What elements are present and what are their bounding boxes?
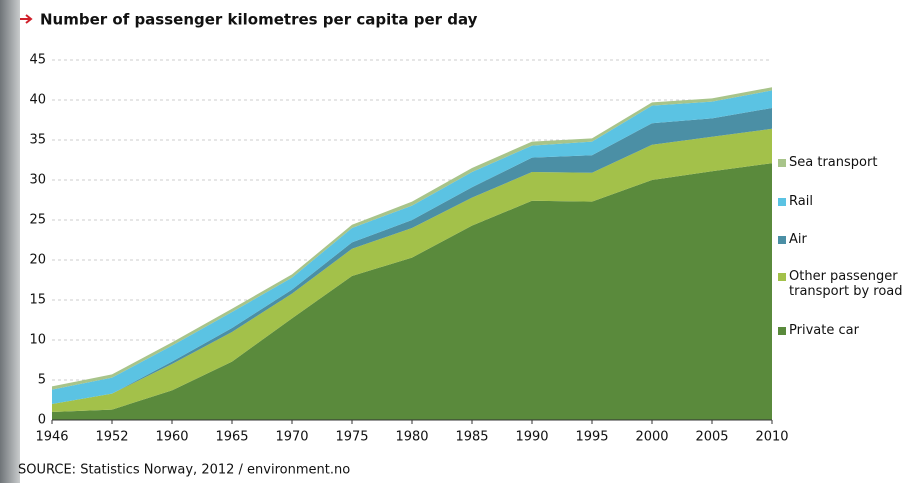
y-tick-label: 20 (29, 253, 46, 268)
x-tick-label: 1970 (275, 430, 308, 445)
area (52, 128, 772, 413)
legend-item: Air (778, 232, 918, 247)
title-arrow (20, 14, 33, 24)
legend-swatch (778, 236, 786, 244)
y-tick-label: 30 (29, 173, 46, 188)
legend-label: Other passenger transport by road (789, 269, 903, 299)
x-tick-label: 2005 (695, 430, 728, 445)
x-tick-label: 1960 (155, 430, 188, 445)
y-tick-label: 0 (38, 413, 46, 428)
x-tick-label: 1990 (515, 430, 548, 445)
x-tick-label: 1995 (575, 430, 608, 445)
y-tick-label: 15 (29, 293, 46, 308)
x-tick-label: 1946 (35, 430, 68, 445)
y-tick-label: 40 (29, 93, 46, 108)
y-tick-label: 35 (29, 133, 46, 148)
x-tick-label: 1952 (95, 430, 128, 445)
source: SOURCE: Statistics Norway, 2012 / enviro… (18, 463, 350, 478)
chart-title: Number of passenger kilometres per capit… (40, 11, 478, 29)
legend-item: Other passenger transport by road (778, 269, 918, 299)
legend-label: Sea transport (789, 155, 878, 170)
x-tick-label: 2000 (635, 430, 668, 445)
legend-label: Rail (789, 194, 813, 209)
legend-swatch (778, 198, 786, 206)
legend-item: Private car (778, 323, 918, 338)
background-photo (0, 0, 20, 483)
area (52, 108, 772, 404)
y-tick-label: 5 (38, 373, 46, 388)
y-tick-label: 10 (29, 333, 46, 348)
legend-item: Rail (778, 194, 918, 209)
area (52, 163, 772, 420)
legend-swatch (778, 327, 786, 335)
legend-swatch (778, 273, 786, 281)
legend-swatch (778, 159, 786, 167)
y-tick-label: 45 (29, 53, 46, 68)
area (52, 90, 772, 405)
legend-label: Private car (789, 323, 859, 338)
x-tick-label: 1975 (335, 430, 368, 445)
legend-item: Sea transport (778, 155, 918, 170)
x-tick-label: 1985 (455, 430, 488, 445)
x-tick-label: 2010 (755, 430, 788, 445)
x-tick-label: 1980 (395, 430, 428, 445)
legend-label: Air (789, 232, 807, 247)
y-tick-label: 25 (29, 213, 46, 228)
x-tick-label: 1965 (215, 430, 248, 445)
